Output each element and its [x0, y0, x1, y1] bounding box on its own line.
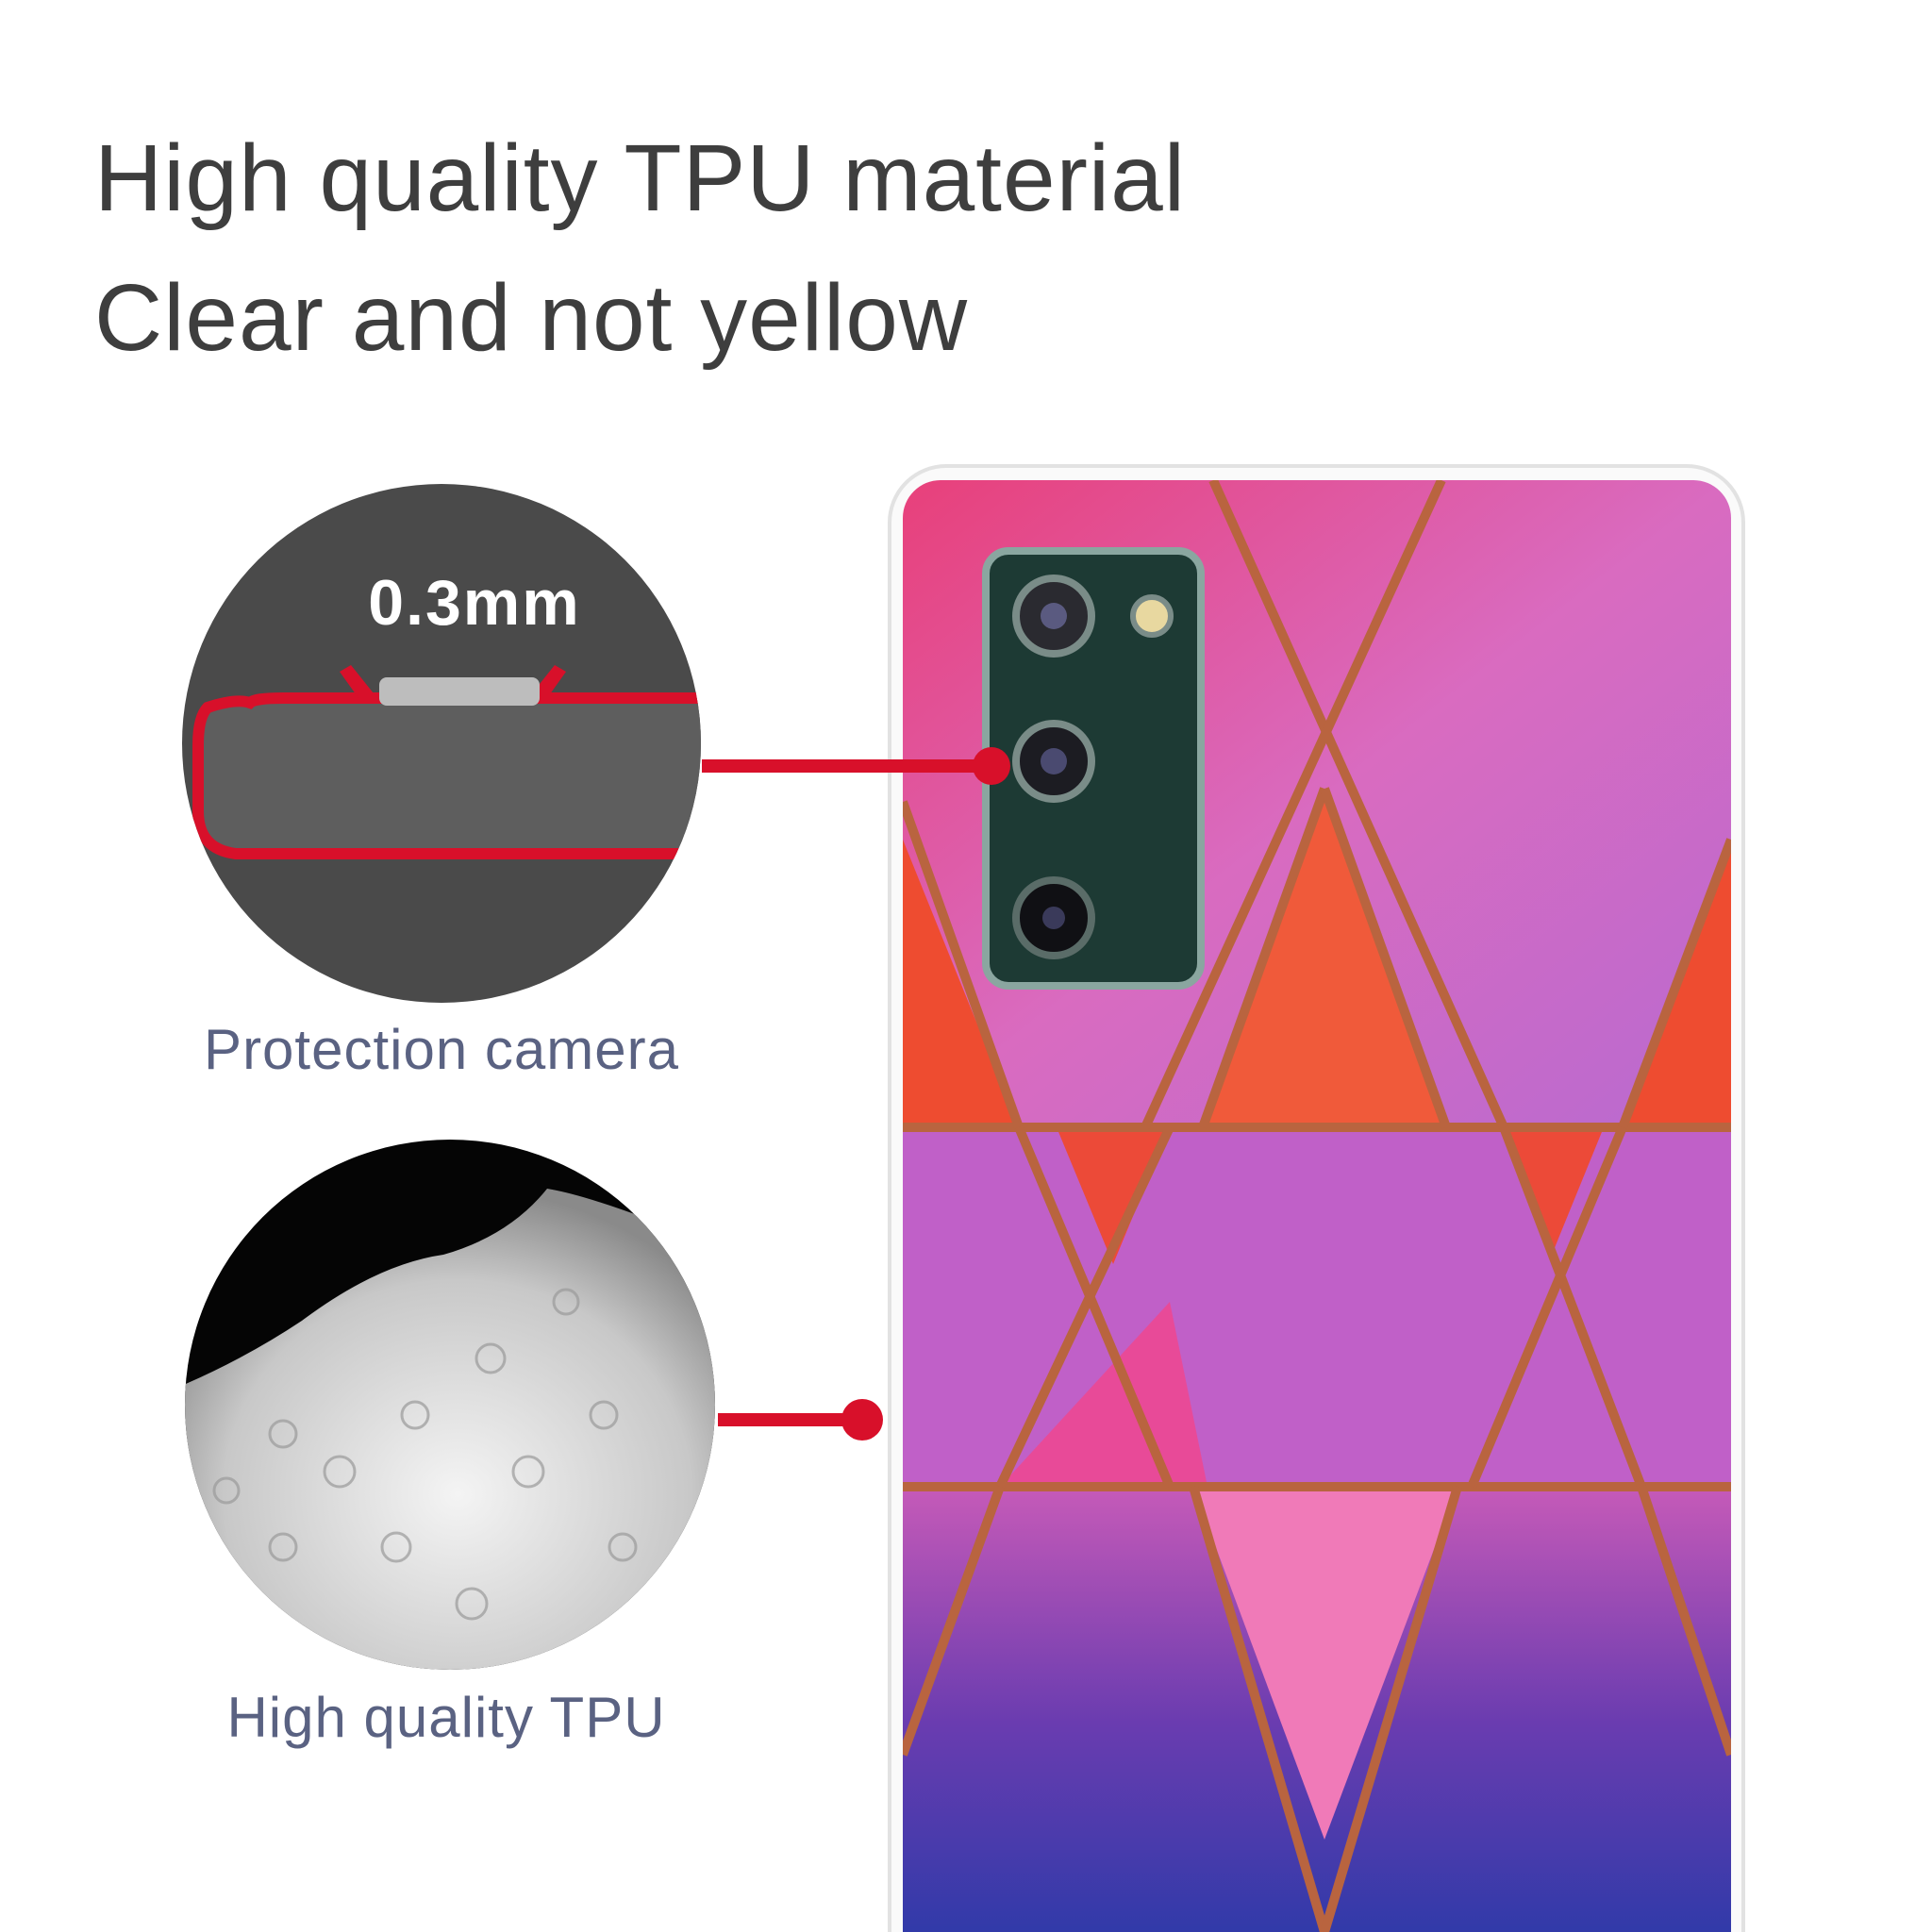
callout-line-camera — [702, 747, 1010, 785]
camera-edge-cross-section-icon — [182, 484, 701, 1003]
flash-icon — [1130, 594, 1174, 638]
caption-high-quality-tpu: High quality TPU — [226, 1686, 666, 1749]
phone-case — [888, 464, 1745, 1932]
caption-protection-camera: Protection camera — [204, 1018, 679, 1081]
thickness-label: 0.3mm — [368, 567, 581, 639]
copper-lines — [903, 480, 1731, 1932]
tpu-granules-icon — [185, 1140, 715, 1670]
callout-line-tpu — [718, 1399, 883, 1441]
camera-module — [982, 547, 1205, 990]
headline-line-2: Clear and not yellow — [94, 265, 969, 371]
headline-line-1: High quality TPU material — [94, 125, 1186, 231]
